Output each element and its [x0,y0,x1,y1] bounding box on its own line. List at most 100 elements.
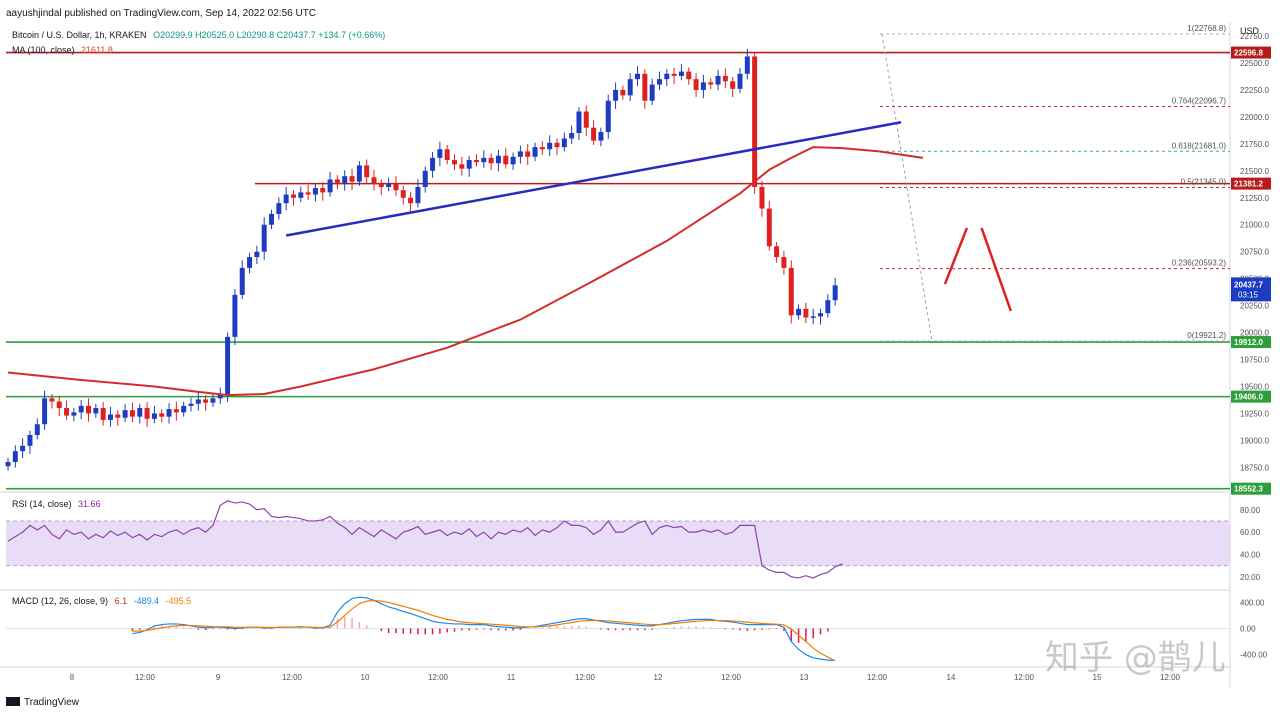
candle-body [188,403,194,406]
candle-body [122,410,128,418]
ma-legend[interactable]: MA (100, close) 21611.8 [12,45,113,55]
candle-body [583,111,589,128]
candle-body [42,398,48,425]
candle-body [532,147,538,157]
rsi-value: 31.66 [78,499,101,509]
candle-body [276,203,282,214]
candle-body [832,285,838,301]
candle-body [715,75,721,85]
x-tick-label: 15 [1093,673,1102,682]
price-label-box [1231,336,1271,349]
candle-body [269,213,275,225]
x-tick-label: 10 [361,673,370,682]
candle-body [203,399,209,403]
rsi-tick-label: 40.00 [1240,550,1261,559]
y-tick-label: 22500.0 [1240,59,1269,68]
y-tick-label: 20250.0 [1240,302,1269,311]
candle-body [730,81,736,89]
fib-level-label: 0.618(21681.0) [1172,141,1227,150]
symbol-name[interactable]: Bitcoin / U.S. Dollar, 1h, KRAKEN [12,30,147,40]
tradingview-footer[interactable]: TradingView [6,697,79,708]
candle-body [722,75,728,82]
candle-body [686,71,692,80]
macd-label: MACD (12, 26, close, 9) [12,596,109,606]
y-tick-label: 21750.0 [1240,140,1269,149]
candle-body [459,164,465,169]
price-label-box [1231,46,1271,59]
candle-body [664,73,670,80]
candle-body [356,165,362,182]
candle-body [78,405,84,413]
candle-body [144,408,150,419]
candle-body [378,183,384,187]
candle-body [166,409,172,417]
x-tick-label: 12:00 [428,673,449,682]
price-label: 18552.3 [1234,485,1263,494]
candle-body [810,316,816,318]
price-label: 21381.2 [1234,180,1263,189]
candle-body [27,435,33,446]
trend-line [285,121,902,237]
y-tick-label: 21000.0 [1240,221,1269,230]
candle-body [400,190,406,198]
candle-body [539,147,545,150]
candle-body [327,179,333,193]
price-label-box [1231,177,1271,190]
candle-body [613,89,619,101]
candle-body [737,73,743,89]
ma-line [7,146,924,397]
candle-body [305,192,311,195]
candle-body [656,79,662,85]
candle-body [437,149,443,158]
rsi-tick-label: 60.00 [1240,528,1261,537]
candle-body [283,194,289,204]
candle-body [576,111,582,134]
candle-body [93,408,99,414]
candle-body [517,151,523,157]
macd-line-value: -489.4 [133,596,160,606]
candle-body [466,160,472,169]
candle-body [239,267,245,295]
candle-body [752,56,758,187]
candle-body [247,257,253,268]
candle-body [781,257,787,268]
rsi-label: RSI (14, close) [12,499,72,509]
candle-body [481,157,487,163]
candle-body [225,336,231,396]
currency-label: USD [1240,26,1260,36]
rsi-legend[interactable]: RSI (14, close) 31.66 [12,499,101,509]
candle-body [393,183,399,191]
candle-body [649,84,655,101]
macd-hist-value: 6.1 [114,596,128,606]
fib-level-label: 0.5(21345.0) [1181,178,1227,187]
y-tick-label: 22250.0 [1240,86,1269,95]
rsi-tick-label: 20.00 [1240,573,1261,582]
candle-body [444,149,450,161]
candle-body [217,395,223,399]
candle-body [56,401,62,409]
candle-body [605,100,611,132]
x-tick-label: 11 [507,673,516,682]
candle-body [818,313,824,317]
price-label: 19912.0 [1234,338,1263,347]
x-tick-label: 9 [216,673,221,682]
macd-legend[interactable]: MACD (12, 26, close, 9) 6.1 -489.4 -495.… [12,596,191,606]
x-tick-label: 12:00 [867,673,888,682]
price-label: 19406.0 [1234,393,1263,402]
watermark: 知乎 @鹊儿 [1045,638,1226,678]
candle-body [503,155,509,165]
candle-body [298,192,304,198]
candle-body [129,410,135,417]
bar-countdown: 03:15 [1238,290,1259,299]
candle-body [342,176,348,184]
candle-body [598,131,604,141]
x-tick-label: 12:00 [721,673,742,682]
candle-body [115,414,121,418]
tradingview-logo-icon [6,697,20,706]
y-tick-label: 20000.0 [1240,329,1269,338]
candle-body [430,157,436,171]
candle-body [422,170,428,187]
candle-body [20,445,26,452]
